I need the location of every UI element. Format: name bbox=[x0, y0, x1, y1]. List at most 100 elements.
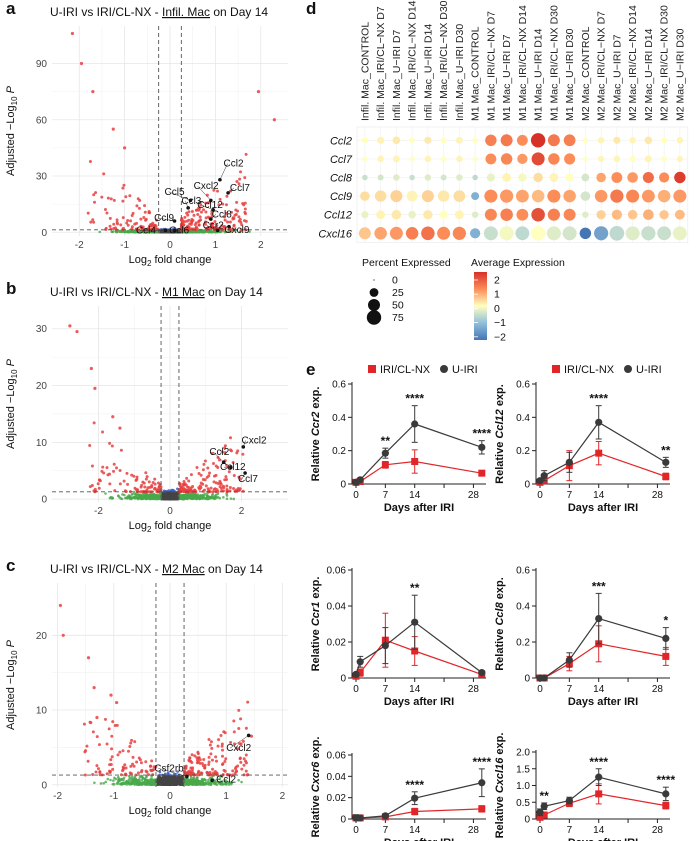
y-axis-title: Relative Ccr2 exp. bbox=[310, 387, 322, 482]
gene-point bbox=[108, 224, 112, 228]
significance-stars: **** bbox=[589, 392, 608, 406]
expression-dot bbox=[596, 172, 606, 183]
expression-dot bbox=[408, 210, 416, 219]
expression-dot bbox=[486, 173, 495, 182]
title-suffix: on Day 14 bbox=[210, 5, 268, 19]
ylabel-var: P bbox=[5, 358, 17, 366]
series-iri-clnx bbox=[536, 441, 670, 486]
gene-label: Ccl4 bbox=[136, 225, 156, 236]
expression-dot bbox=[565, 173, 574, 182]
expression-dot bbox=[500, 153, 513, 165]
gene-point bbox=[120, 497, 124, 501]
gene-point bbox=[164, 497, 168, 501]
gene-point bbox=[173, 494, 177, 497]
gene-label: Ccl2 bbox=[209, 447, 229, 458]
x-tick-label: 0 bbox=[537, 490, 543, 501]
data-point bbox=[478, 669, 486, 677]
gene-point bbox=[93, 781, 96, 785]
gene-point bbox=[224, 203, 228, 207]
expression-dot bbox=[456, 174, 463, 181]
gene-point bbox=[188, 493, 191, 497]
expression-dot bbox=[515, 226, 530, 241]
size-legend-dot bbox=[366, 310, 382, 325]
gene-point bbox=[214, 473, 218, 477]
gene-point bbox=[232, 730, 236, 734]
gene-point bbox=[197, 779, 201, 783]
gene-point bbox=[223, 759, 227, 763]
gene-point bbox=[195, 465, 199, 469]
expression-dot bbox=[453, 190, 466, 202]
ylabel-var: P bbox=[5, 85, 17, 93]
gene-point bbox=[232, 217, 236, 221]
column-label: M1 Mac_U−IRI D30 bbox=[564, 28, 576, 121]
gene-point bbox=[199, 481, 203, 485]
gene-point bbox=[105, 211, 109, 215]
expression-dot bbox=[611, 172, 623, 183]
y-tick-label: 0.06 bbox=[327, 566, 347, 577]
y-tick-label: 0.04 bbox=[327, 602, 347, 613]
gene-point bbox=[238, 487, 242, 491]
gene-point bbox=[176, 782, 180, 785]
gene-point bbox=[91, 218, 95, 222]
gene-point bbox=[225, 484, 229, 488]
gene-point bbox=[139, 217, 143, 221]
gene-point bbox=[246, 773, 250, 777]
gene-point bbox=[246, 700, 250, 704]
gene-point bbox=[119, 782, 122, 786]
gene-point bbox=[144, 471, 148, 475]
expression-dot bbox=[500, 189, 514, 203]
gene-point bbox=[146, 780, 149, 783]
gene-point bbox=[112, 469, 116, 473]
gene-point bbox=[101, 465, 105, 469]
gene-point-outlier bbox=[118, 426, 122, 430]
gene-row-label: Ccl2 bbox=[330, 135, 352, 147]
gene-point bbox=[133, 740, 137, 744]
expression-dot bbox=[374, 227, 387, 240]
column-label: M2 Mac_U−IRI D30 bbox=[674, 28, 686, 121]
gene-point-outlier bbox=[256, 90, 261, 94]
gene-point bbox=[237, 215, 241, 219]
expression-dot bbox=[440, 174, 447, 181]
legend-label: U-IRI bbox=[452, 364, 478, 376]
panel-title: U-IRI vs IRI/CL-NX - M2 Mac on Day 14 bbox=[50, 562, 263, 576]
gene-point bbox=[232, 719, 236, 723]
x-tick-label: 14 bbox=[593, 490, 605, 501]
gene-point bbox=[143, 210, 147, 214]
gene-point bbox=[240, 767, 244, 771]
gene-point bbox=[119, 778, 123, 782]
data-point bbox=[478, 443, 486, 451]
expression-dot bbox=[472, 137, 478, 144]
y-tick-label: 30 bbox=[36, 324, 48, 335]
gene-point bbox=[210, 746, 214, 750]
gene-point bbox=[153, 487, 157, 491]
expression-dot bbox=[471, 211, 479, 218]
xlabel-tail: fold change bbox=[151, 520, 211, 532]
gene-point bbox=[97, 478, 101, 482]
data-point bbox=[381, 642, 389, 650]
gene-point bbox=[237, 708, 241, 712]
gene-point bbox=[135, 204, 139, 208]
gene-point bbox=[183, 220, 187, 224]
gene-point bbox=[147, 773, 151, 777]
data-point bbox=[565, 458, 573, 466]
gene-point bbox=[153, 496, 156, 500]
gene-point bbox=[238, 757, 242, 761]
expression-dot bbox=[452, 226, 466, 240]
expression-dot bbox=[456, 155, 463, 163]
gene-point bbox=[217, 738, 221, 742]
x-tick-label: 28 bbox=[468, 684, 480, 695]
gene-point bbox=[232, 497, 236, 501]
gene-point bbox=[243, 207, 247, 211]
ylabel-suffix: exp. bbox=[494, 384, 506, 409]
gene-point bbox=[190, 219, 194, 223]
expression-dot bbox=[562, 226, 577, 241]
gene-point bbox=[140, 775, 144, 778]
gene-point bbox=[113, 226, 117, 230]
column-label: M1 Mac_CONTROL bbox=[470, 26, 482, 121]
y-tick-label: 0 bbox=[41, 228, 47, 239]
gene-point bbox=[118, 750, 122, 754]
gene-point bbox=[149, 783, 153, 787]
gene-label: Cxcl9 bbox=[224, 225, 249, 236]
gene-point-outlier bbox=[111, 415, 115, 419]
gene-point bbox=[122, 781, 125, 784]
